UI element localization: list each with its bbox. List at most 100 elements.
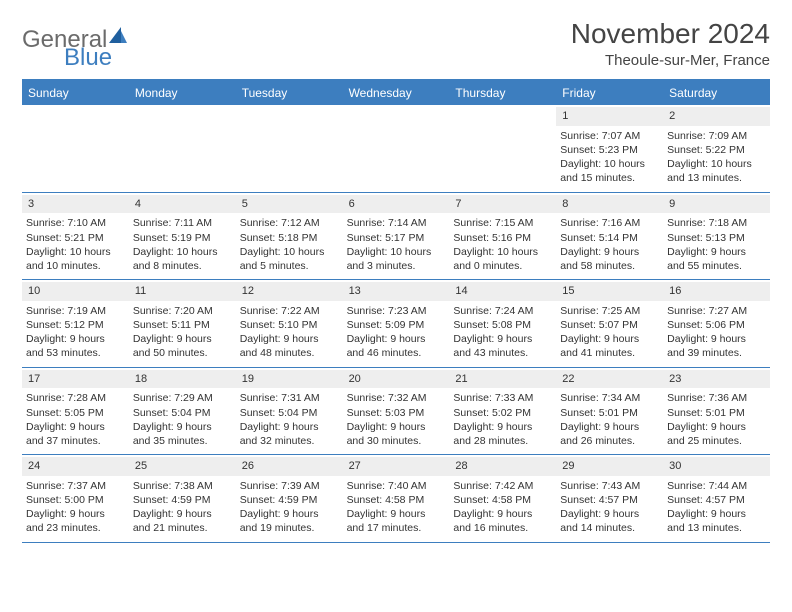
day-number: 8 — [556, 195, 663, 214]
daylight-text: Daylight: 9 hours and 14 minutes. — [560, 507, 659, 535]
day-cell: 2 Sunrise: 7:09 AMSunset: 5:22 PMDaylight… — [663, 105, 770, 192]
sunset-text: Sunset: 5:08 PM — [453, 318, 552, 332]
sunrise-text: Sunrise: 7:09 AM — [667, 129, 766, 143]
daylight-text: Daylight: 9 hours and 26 minutes. — [560, 420, 659, 448]
day-number: 29 — [556, 457, 663, 476]
day-number: 23 — [663, 370, 770, 389]
sunset-text: Sunset: 5:00 PM — [26, 493, 125, 507]
day-number: 2 — [663, 107, 770, 126]
sunset-text: Sunset: 5:10 PM — [240, 318, 339, 332]
day-number: 24 — [22, 457, 129, 476]
daylight-text: Daylight: 10 hours and 3 minutes. — [347, 245, 446, 273]
sunset-text: Sunset: 5:09 PM — [347, 318, 446, 332]
day-cell: 10Sunrise: 7:19 AMSunset: 5:12 PMDayligh… — [22, 280, 129, 367]
sunrise-text: Sunrise: 7:38 AM — [133, 479, 232, 493]
daylight-text: Daylight: 9 hours and 58 minutes. — [560, 245, 659, 273]
sunset-text: Sunset: 5:18 PM — [240, 231, 339, 245]
sunset-text: Sunset: 5:14 PM — [560, 231, 659, 245]
day-cell: 29Sunrise: 7:43 AMSunset: 4:57 PMDayligh… — [556, 455, 663, 542]
sunset-text: Sunset: 5:11 PM — [133, 318, 232, 332]
day-header-row: Sunday Monday Tuesday Wednesday Thursday… — [22, 81, 770, 105]
sunset-text: Sunset: 5:03 PM — [347, 406, 446, 420]
day-number: 3 — [22, 195, 129, 214]
daylight-text: Daylight: 9 hours and 39 minutes. — [667, 332, 766, 360]
day-number: 25 — [129, 457, 236, 476]
sunrise-text: Sunrise: 7:25 AM — [560, 304, 659, 318]
day-number: 20 — [343, 370, 450, 389]
sunset-text: Sunset: 4:57 PM — [667, 493, 766, 507]
weeks-container: 1Sunrise: 7:07 AMSunset: 5:23 PMDaylight… — [22, 105, 770, 543]
day-number: 4 — [129, 195, 236, 214]
daylight-text: Daylight: 9 hours and 25 minutes. — [667, 420, 766, 448]
day-number: 18 — [129, 370, 236, 389]
daylight-text: Daylight: 9 hours and 21 minutes. — [133, 507, 232, 535]
sunset-text: Sunset: 4:59 PM — [133, 493, 232, 507]
sunrise-text: Sunrise: 7:14 AM — [347, 216, 446, 230]
day-cell: 25 Sunrise: 7:38 AMSunset: 4:59 PMDayligh… — [129, 455, 236, 542]
day-cell — [129, 105, 236, 192]
location: Theoule-sur-Mer, France — [571, 52, 770, 69]
day-cell: 19Sunrise: 7:31 AMSunset: 5:04 PMDayligh… — [236, 368, 343, 455]
daylight-text: Daylight: 9 hours and 50 minutes. — [133, 332, 232, 360]
daylight-text: Daylight: 10 hours and 5 minutes. — [240, 245, 339, 273]
sunrise-text: Sunrise: 7:40 AM — [347, 479, 446, 493]
sunrise-text: Sunrise: 7:20 AM — [133, 304, 232, 318]
daylight-text: Daylight: 9 hours and 37 minutes. — [26, 420, 125, 448]
day-cell: 5 Sunrise: 7:12 AMSunset: 5:18 PMDaylight… — [236, 193, 343, 280]
sunrise-text: Sunrise: 7:39 AM — [240, 479, 339, 493]
logo-text-blue: Blue — [64, 44, 112, 71]
daylight-text: Daylight: 9 hours and 23 minutes. — [26, 507, 125, 535]
sunset-text: Sunset: 5:16 PM — [453, 231, 552, 245]
day-header-sat: Saturday — [663, 81, 770, 105]
day-number: 11 — [129, 282, 236, 301]
day-number: 6 — [343, 195, 450, 214]
daylight-text: Daylight: 9 hours and 30 minutes. — [347, 420, 446, 448]
sunset-text: Sunset: 5:01 PM — [560, 406, 659, 420]
sunset-text: Sunset: 5:13 PM — [667, 231, 766, 245]
day-cell: 18Sunrise: 7:29 AMSunset: 5:04 PMDayligh… — [129, 368, 236, 455]
day-cell: 11 Sunrise: 7:20 AMSunset: 5:11 PMDayligh… — [129, 280, 236, 367]
sunset-text: Sunset: 5:06 PM — [667, 318, 766, 332]
sunrise-text: Sunrise: 7:37 AM — [26, 479, 125, 493]
sunset-text: Sunset: 5:22 PM — [667, 143, 766, 157]
day-cell: 14Sunrise: 7:24 AMSunset: 5:08 PMDayligh… — [449, 280, 556, 367]
sunrise-text: Sunrise: 7:29 AM — [133, 391, 232, 405]
sunrise-text: Sunrise: 7:42 AM — [453, 479, 552, 493]
daylight-text: Daylight: 9 hours and 28 minutes. — [453, 420, 552, 448]
sunset-text: Sunset: 4:59 PM — [240, 493, 339, 507]
day-number: 22 — [556, 370, 663, 389]
day-cell: 22 Sunrise: 7:34 AMSunset: 5:01 PMDayligh… — [556, 368, 663, 455]
sunrise-text: Sunrise: 7:16 AM — [560, 216, 659, 230]
header: General Blue November 2024 Theoule-sur-M… — [22, 18, 770, 69]
daylight-text: Daylight: 9 hours and 41 minutes. — [560, 332, 659, 360]
daylight-text: Daylight: 10 hours and 13 minutes. — [667, 157, 766, 185]
logo: General Blue — [22, 26, 129, 54]
day-number: 10 — [22, 282, 129, 301]
day-number: 15 — [556, 282, 663, 301]
sunrise-text: Sunrise: 7:22 AM — [240, 304, 339, 318]
sunset-text: Sunset: 5:02 PM — [453, 406, 552, 420]
sunset-text: Sunset: 5:01 PM — [667, 406, 766, 420]
daylight-text: Daylight: 9 hours and 32 minutes. — [240, 420, 339, 448]
week-row: 3Sunrise: 7:10 AMSunset: 5:21 PMDaylight… — [22, 193, 770, 281]
daylight-text: Daylight: 9 hours and 48 minutes. — [240, 332, 339, 360]
week-row: 1Sunrise: 7:07 AMSunset: 5:23 PMDaylight… — [22, 105, 770, 193]
sunrise-text: Sunrise: 7:34 AM — [560, 391, 659, 405]
daylight-text: Daylight: 10 hours and 8 minutes. — [133, 245, 232, 273]
day-number: 13 — [343, 282, 450, 301]
day-number: 5 — [236, 195, 343, 214]
sunset-text: Sunset: 5:19 PM — [133, 231, 232, 245]
calendar: Sunday Monday Tuesday Wednesday Thursday… — [22, 79, 770, 543]
day-header-sun: Sunday — [22, 81, 129, 105]
day-cell: 17Sunrise: 7:28 AMSunset: 5:05 PMDayligh… — [22, 368, 129, 455]
day-cell: 12Sunrise: 7:22 AMSunset: 5:10 PMDayligh… — [236, 280, 343, 367]
daylight-text: Daylight: 9 hours and 53 minutes. — [26, 332, 125, 360]
day-header-fri: Friday — [556, 81, 663, 105]
sunset-text: Sunset: 5:04 PM — [133, 406, 232, 420]
sunset-text: Sunset: 5:21 PM — [26, 231, 125, 245]
sunset-text: Sunset: 5:05 PM — [26, 406, 125, 420]
sunrise-text: Sunrise: 7:28 AM — [26, 391, 125, 405]
day-cell: 23Sunrise: 7:36 AMSunset: 5:01 PMDayligh… — [663, 368, 770, 455]
day-header-tue: Tuesday — [236, 81, 343, 105]
sunrise-text: Sunrise: 7:12 AM — [240, 216, 339, 230]
